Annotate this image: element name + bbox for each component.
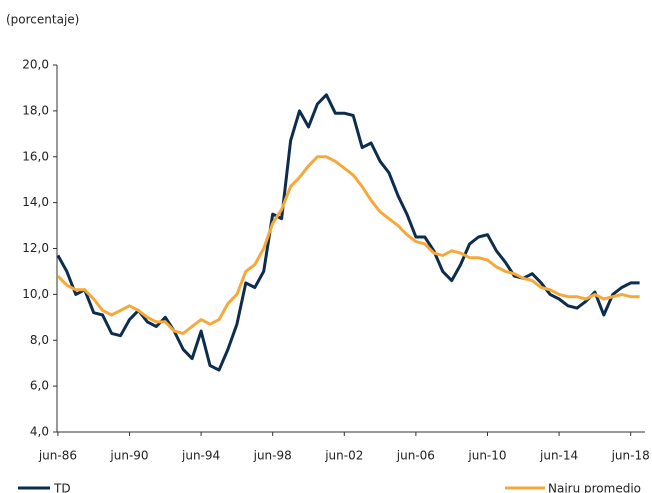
axis-unit-label: (porcentaje) — [6, 13, 79, 27]
x-tick-label: jun-10 — [467, 449, 506, 463]
y-tick-label: 18,0 — [22, 103, 49, 117]
legend-label: TD — [53, 482, 71, 493]
series-line — [56, 155, 640, 335]
y-tick-label: 12,0 — [22, 241, 49, 255]
x-tick-label: jun-02 — [324, 449, 363, 463]
x-tick-label: jun-94 — [181, 449, 220, 463]
x-tick-label: jun-06 — [396, 449, 435, 463]
y-tick-label: 20,0 — [22, 58, 49, 72]
y-tick-label: 16,0 — [22, 149, 49, 163]
x-tick-label: jun-90 — [109, 449, 148, 463]
y-tick-label: 10,0 — [22, 287, 49, 301]
x-tick-label: jun-14 — [539, 449, 578, 463]
y-tick-label: 14,0 — [22, 195, 49, 209]
x-tick-label: jun-86 — [38, 449, 77, 463]
x-tick-label: jun-98 — [253, 449, 292, 463]
y-tick-label: 4,0 — [30, 425, 49, 439]
legend-label: Nairu promedio — [548, 482, 641, 493]
y-tick-label: 6,0 — [30, 379, 49, 393]
y-tick-label: 8,0 — [30, 333, 49, 347]
series-line — [56, 93, 640, 372]
x-tick-label: jun-18 — [611, 449, 650, 463]
